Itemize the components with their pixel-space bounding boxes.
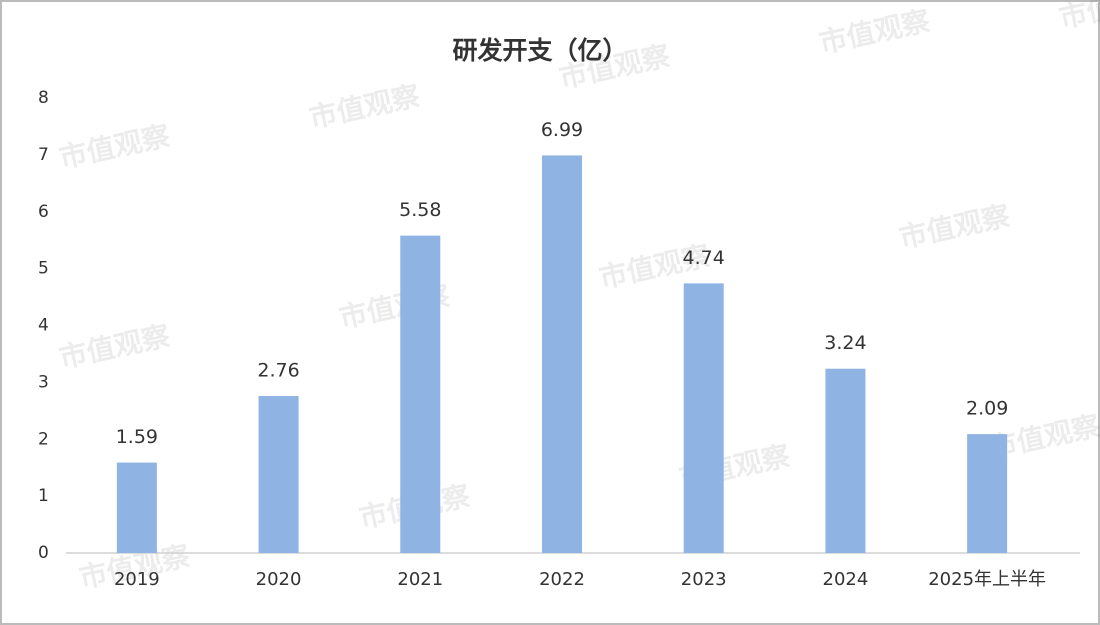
y-tick-label: 4 — [38, 316, 49, 336]
x-tick-label: 2022 — [539, 569, 585, 590]
bar — [825, 368, 866, 553]
y-tick-label: 7 — [38, 145, 49, 165]
value-label: 6.99 — [541, 119, 583, 141]
y-tick-label: 3 — [38, 372, 49, 392]
y-tick-label: 1 — [38, 486, 49, 506]
x-tick-label: 2020 — [256, 569, 302, 590]
y-tick-label: 8 — [38, 88, 49, 108]
bar — [542, 155, 582, 553]
x-tick-label: 2024 — [823, 569, 869, 590]
value-label: 2.09 — [966, 398, 1008, 420]
y-tick-label: 0 — [38, 543, 49, 563]
value-label: 5.58 — [399, 199, 441, 221]
value-label: 3.24 — [824, 332, 866, 354]
x-tick-label: 2025年上半年 — [928, 569, 1046, 590]
x-tick-label: 2021 — [397, 569, 443, 590]
bar — [683, 283, 724, 553]
bar — [116, 462, 157, 553]
bar — [967, 434, 1008, 553]
x-tick-label: 2019 — [114, 569, 160, 590]
bar — [400, 235, 441, 553]
x-tick-label: 2023 — [681, 569, 727, 590]
bar — [258, 396, 299, 553]
y-tick-label: 6 — [38, 202, 49, 222]
y-tick-label: 2 — [38, 429, 49, 449]
value-label: 2.76 — [257, 360, 299, 382]
value-label: 1.59 — [116, 426, 158, 448]
value-label: 4.74 — [683, 247, 725, 269]
y-tick-label: 5 — [38, 259, 49, 279]
chart-title: 研发开支（亿） — [452, 36, 627, 65]
